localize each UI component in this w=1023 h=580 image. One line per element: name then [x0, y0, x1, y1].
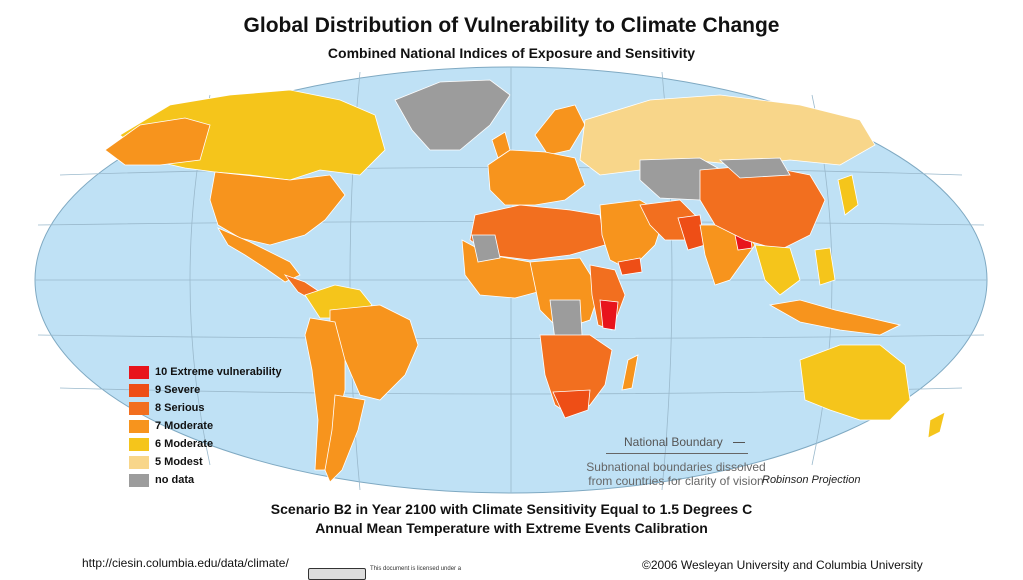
legend-item: no data: [129, 471, 282, 489]
legend-label: 10 Extreme vulnerability: [155, 366, 282, 378]
legend-swatch: [129, 473, 149, 487]
region-yemen: [617, 257, 643, 276]
legend-label: 8 Serious: [155, 402, 205, 414]
source-url[interactable]: http://ciesin.columbia.edu/data/climate/: [82, 556, 289, 570]
region-south-africa: [552, 389, 591, 419]
region-russia: [579, 94, 876, 176]
region-new-zealand: [927, 411, 946, 439]
region-uk: [491, 131, 511, 159]
subnational-note: Subnational boundaries dissolved from co…: [576, 460, 776, 488]
region-europe: [487, 149, 586, 206]
region-usa: [209, 171, 346, 246]
legend-swatch: [129, 419, 149, 433]
legend-label: 5 Modest: [155, 456, 203, 468]
region-philippines: [814, 247, 836, 286]
region-central-africa: [529, 257, 601, 331]
legend-swatch: [129, 383, 149, 397]
legend-swatch: [129, 437, 149, 451]
region-southeast-asia: [754, 244, 801, 296]
legend-swatch: [129, 401, 149, 415]
national-boundary-label: National Boundary: [624, 435, 723, 449]
region-australia: [799, 344, 911, 421]
legend-item: 9 Severe: [129, 381, 282, 399]
legend-item: 8 Serious: [129, 399, 282, 417]
license-text: This document is licensed under a: [370, 566, 462, 572]
scenario-line2: Annual Mean Temperature with Extreme Eve…: [315, 520, 708, 536]
legend-item: 10 Extreme vulnerability: [129, 363, 282, 381]
projection-label: Robinson Projection: [762, 474, 861, 486]
legend-label: no data: [155, 474, 195, 486]
region-mongolia: [718, 157, 791, 179]
annotation-divider: [606, 453, 748, 454]
map-title: Global Distribution of Vulnerability to …: [243, 14, 780, 37]
legend-item: 6 Moderate: [129, 435, 282, 453]
region-congo-no-data: [549, 299, 583, 341]
subnational-note-line2: from countries for clarity of vision: [588, 474, 764, 488]
legend-swatch: [129, 365, 149, 379]
region-argentina: [324, 394, 366, 483]
region-sahel-no-data: [471, 234, 501, 263]
region-madagascar: [621, 354, 639, 391]
legend-label: 6 Moderate: [155, 438, 214, 450]
legend-swatch: [129, 455, 149, 469]
legend-item: 5 Modest: [129, 453, 282, 471]
license-badge[interactable]: [308, 568, 366, 580]
copyright: ©2006 Wesleyan University and Columbia U…: [642, 558, 923, 572]
region-kenya: [599, 299, 619, 331]
national-boundary-sample-line: [733, 442, 745, 443]
scenario-caption: Scenario B2 in Year 2100 with Climate Se…: [0, 500, 1023, 538]
region-indonesia: [768, 299, 902, 336]
region-japan: [837, 174, 859, 216]
map-subtitle: Combined National Indices of Exposure an…: [327, 45, 696, 61]
scenario-line1: Scenario B2 in Year 2100 with Climate Se…: [270, 501, 753, 517]
legend-item: 7 Moderate: [129, 417, 282, 435]
legend-label: 7 Moderate: [155, 420, 214, 432]
region-alaska: [104, 117, 211, 166]
legend: 10 Extreme vulnerability 9 Severe 8 Seriou…: [129, 363, 282, 489]
legend-label: 9 Severe: [155, 384, 201, 396]
subnational-note-line1: Subnational boundaries dissolved: [586, 460, 766, 474]
region-greenland: [394, 79, 511, 151]
